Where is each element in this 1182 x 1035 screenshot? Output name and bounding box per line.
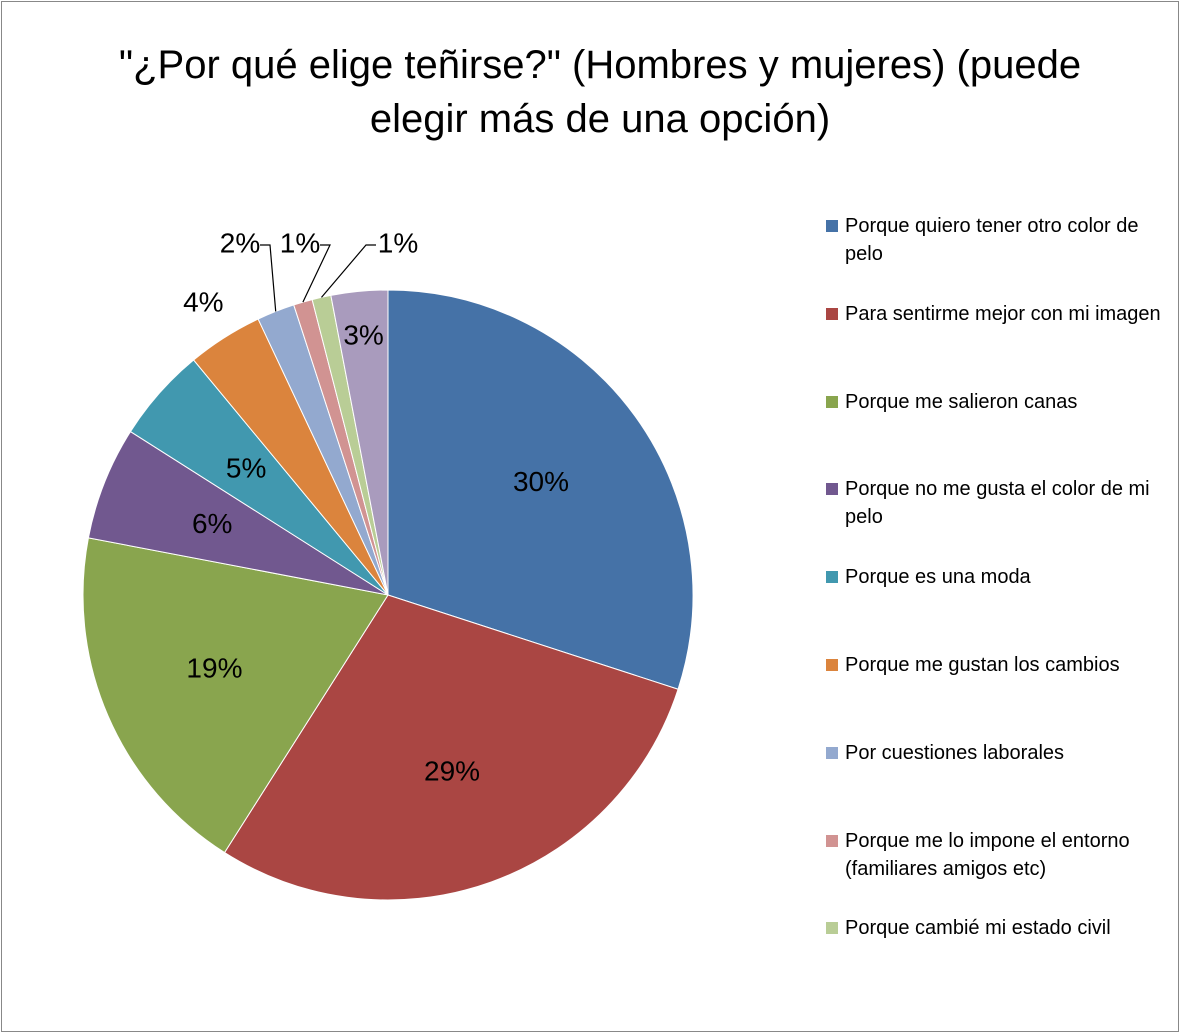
- legend-label: Porque me lo impone el entorno (familiar…: [845, 829, 1130, 880]
- legend-entry: Porque no me gusta el color de mi pelo: [826, 475, 1165, 531]
- legend-entry: Porque es una moda: [826, 563, 1165, 591]
- legend-swatch: [826, 220, 838, 232]
- data-label: 1%: [378, 227, 418, 258]
- legend-entry: Porque me gustan los cambios: [826, 651, 1165, 679]
- pie-slice: [223, 594, 679, 901]
- legend-entry: Para sentirme mejor con mi imagen: [826, 300, 1165, 328]
- legend-label: Para sentirme mejor con mi imagen: [845, 302, 1161, 325]
- legend-entry: Porque cambié mi estado civil: [826, 914, 1165, 942]
- leader-line: [302, 244, 331, 303]
- legend-swatch: [826, 483, 838, 496]
- legend-swatch: [826, 659, 838, 671]
- pie-slice: [387, 289, 694, 690]
- legend-label: Porque es una moda: [845, 566, 1031, 589]
- legend-label: Porque me gustan los cambios: [845, 654, 1120, 676]
- legend-entry: Porque quiero tener otro color de pelo: [826, 212, 1165, 268]
- legend-swatch: [826, 395, 838, 408]
- data-label: 29%: [424, 755, 480, 786]
- legend-swatch: [826, 746, 838, 759]
- legend-swatch: [826, 922, 838, 935]
- legend-label: Porque cambié mi estado civil: [845, 917, 1111, 940]
- legend-entry: Porque me lo impone el entorno (familiar…: [826, 827, 1165, 883]
- legend-swatch: [826, 834, 838, 847]
- chart-title: "¿Por qué elige teñirse?" (Hombres y muj…: [118, 43, 1082, 141]
- data-label: 4%: [183, 286, 223, 317]
- pie-slice: [82, 537, 389, 854]
- data-label: 3%: [343, 319, 383, 350]
- data-label: 1%: [280, 227, 320, 258]
- leader-line: [260, 244, 277, 312]
- legend-entry: Porque me salieron canas: [826, 388, 1165, 416]
- data-label: 5%: [226, 452, 266, 483]
- legend-swatch: [826, 571, 838, 584]
- legend-entry: Por cuestiones laborales: [826, 739, 1165, 767]
- data-label: 30%: [513, 466, 569, 497]
- leader-line: [321, 244, 376, 298]
- data-label: 2%: [220, 227, 260, 258]
- pie-slice: [330, 289, 389, 596]
- legend-label: Porque no me gusta el color de mi pelo: [845, 478, 1150, 529]
- legend-swatch: [826, 307, 838, 320]
- legend-label: Por cuestiones laborales: [845, 741, 1065, 764]
- legend-label: Porque me salieron canas: [845, 390, 1078, 413]
- data-label: 6%: [192, 508, 232, 539]
- legend-label: Porque quiero tener otro color de pelo: [845, 215, 1139, 265]
- data-label: 19%: [186, 652, 242, 683]
